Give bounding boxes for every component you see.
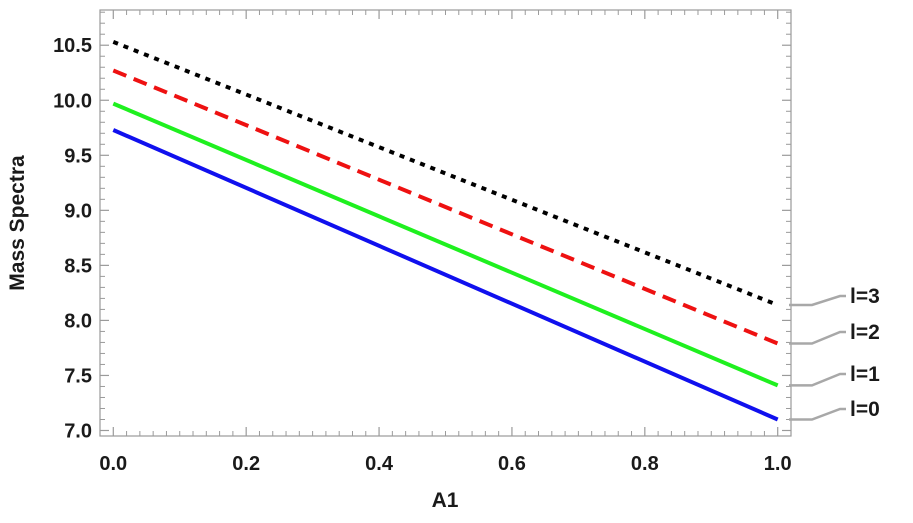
callout-leader — [789, 294, 846, 307]
series-label: l=0 — [850, 398, 880, 421]
x-tick-labels: 0.0 0.2 0.4 0.6 0.8 1.0 — [99, 453, 791, 475]
callout-leader — [789, 372, 846, 387]
x-tick-label: 0.6 — [498, 453, 526, 475]
series-label: l=3 — [850, 285, 880, 308]
series-line-l3 — [112, 40, 779, 307]
y-tick-label: 10.5 — [53, 35, 92, 57]
series-label: l=2 — [850, 321, 880, 344]
series-lines — [112, 40, 779, 422]
y-tick-label: 10.0 — [53, 90, 92, 112]
axis-ticks — [99, 10, 792, 436]
x-tick-label: 0.4 — [365, 453, 394, 475]
series-line-l2 — [112, 68, 779, 346]
series-label: l=1 — [850, 363, 880, 386]
y-tick-label: 7.5 — [64, 365, 92, 387]
series-line-l0 — [112, 128, 779, 422]
y-tick-labels: 7.0 7.5 8.0 8.5 9.0 9.5 10.0 10.5 — [53, 35, 92, 442]
callout-leader — [789, 407, 846, 421]
x-tick-label: 0.2 — [232, 453, 260, 475]
y-axis-title: Mass Spectra — [6, 155, 29, 291]
y-tick-label: 9.5 — [64, 145, 92, 167]
series-callouts: l=0 l=1 l=2 l=3 — [789, 285, 880, 421]
y-tick-label: 8.0 — [64, 310, 92, 332]
callout-leader — [789, 330, 846, 345]
x-tick-label: 0.0 — [99, 453, 127, 475]
y-tick-label: 9.0 — [64, 200, 92, 222]
series-line-l1 — [112, 101, 779, 388]
x-tick-label: 1.0 — [764, 453, 792, 475]
x-tick-label: 0.8 — [631, 453, 659, 475]
y-tick-label: 7.0 — [64, 420, 92, 442]
x-axis-title: A1 — [432, 489, 459, 512]
y-tick-label: 8.5 — [64, 255, 92, 277]
plot-frame — [99, 9, 792, 437]
